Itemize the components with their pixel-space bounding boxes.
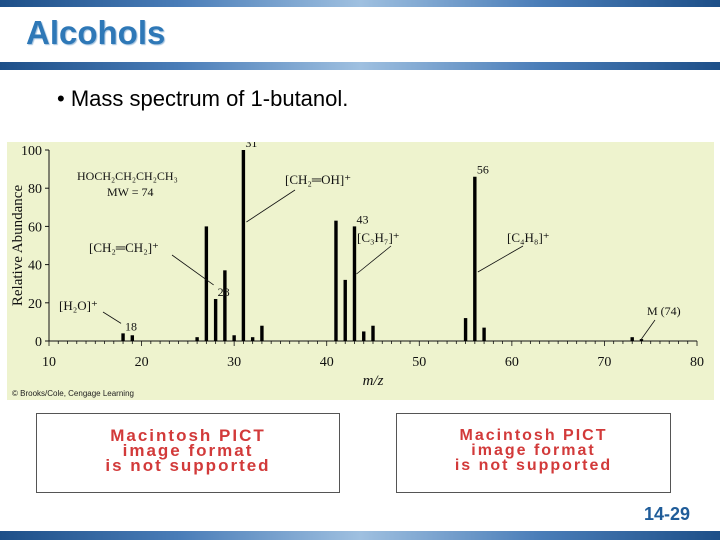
image-placeholder-right: Macintosh PICT image format is not suppo… [396, 413, 671, 493]
title-divider-band [0, 62, 720, 70]
peak-bar [343, 279, 347, 341]
leader-31 [246, 189, 296, 223]
y-tick-label: 0 [35, 335, 42, 350]
peak-bar [121, 333, 125, 341]
peak-bar [213, 298, 218, 341]
y-tick-label: 80 [28, 182, 42, 197]
ion-label-56: [C₄H₈]⁺ [507, 230, 550, 245]
x-tick-label: 10 [42, 355, 56, 370]
slide-title: Alcohols [26, 14, 166, 51]
y-tick-label: 60 [28, 220, 42, 235]
ion-label-43: [C₃H₇]⁺ [357, 230, 400, 245]
peak-bar [260, 325, 264, 341]
placeholder-line-2: image format [122, 441, 254, 460]
placeholder-line-3: is not supported [454, 457, 613, 474]
peak-bar [352, 226, 357, 341]
leader-56 [477, 245, 524, 273]
peak-label: 18 [125, 319, 137, 333]
peak-bar [473, 176, 477, 341]
peak-bar [630, 337, 634, 341]
peak-bar [334, 220, 338, 341]
figure-credit: © Brooks/Cole, Cengage Learning [12, 389, 134, 398]
y-tick-label: 100 [21, 144, 42, 159]
ion-label-28: [CH₂═CH₂]⁺ [89, 240, 159, 255]
x-tick-label: 30 [227, 355, 241, 370]
mass-spectrum-chart: 0 20 40 60 80 100 10 20 30 40 50 60 70 80 m/z Relative … [10, 142, 704, 389]
x-tick-label: 80 [690, 355, 704, 370]
placeholder-line-2: image format [471, 442, 596, 459]
y-tick-label: 20 [28, 297, 42, 312]
leader-43 [356, 245, 392, 275]
compound-formula: HOCH₂CH₂CH₂CH₃ [77, 169, 178, 183]
leader-28 [171, 254, 214, 286]
peak-label: 56 [477, 163, 489, 177]
x-tick-label: 20 [135, 355, 149, 370]
molecular-weight: MW = 74 [107, 185, 154, 199]
ion-label-molecular: M (74) [647, 304, 681, 318]
peak-bar [639, 339, 644, 341]
y-axis-label: Relative Abundance [10, 185, 26, 307]
peak-label: 28 [218, 285, 230, 299]
leader-18 [102, 311, 122, 324]
placeholder-line-1: Macintosh PICT [110, 426, 266, 445]
peak-bar [362, 331, 366, 341]
top-decor-band [0, 0, 720, 7]
ion-label-31: [CH₂═OH]⁺ [285, 172, 351, 187]
peak-bar [195, 337, 199, 341]
peak-bar [250, 337, 255, 341]
peak-bar [482, 327, 486, 341]
peak-bar [463, 318, 468, 341]
y-tick-label: 40 [28, 259, 42, 274]
bottom-decor-band [0, 531, 720, 540]
placeholder-line-1: Macintosh PICT [459, 427, 608, 444]
peak-label: 43 [356, 212, 368, 226]
peak-bar [232, 335, 236, 341]
peak-bar [223, 270, 227, 341]
leader-molecular [641, 319, 656, 340]
peak-bar [130, 335, 135, 341]
image-placeholder-left: Macintosh PICT image format is not suppo… [36, 413, 340, 493]
x-tick-label: 70 [597, 355, 611, 370]
x-tick-label: 40 [320, 355, 334, 370]
bullet-text: • Mass spectrum of 1-butanol. [57, 86, 349, 111]
x-tick-label: 50 [412, 355, 426, 370]
mass-spectrum-figure: 0 20 40 60 80 100 10 20 30 40 50 60 70 80 m/z Relative … [7, 142, 714, 400]
x-axis-label: m/z [363, 373, 384, 389]
slide-number: 14-29 [644, 504, 691, 524]
peak-label: 31 [245, 142, 257, 150]
ion-label-18: [H₂O]⁺ [59, 298, 98, 313]
peak-bar [204, 226, 209, 341]
peak-bar [241, 150, 246, 341]
peak-bar [371, 325, 375, 341]
x-tick-label: 60 [505, 355, 519, 370]
placeholder-line-3: is not supported [105, 456, 271, 475]
